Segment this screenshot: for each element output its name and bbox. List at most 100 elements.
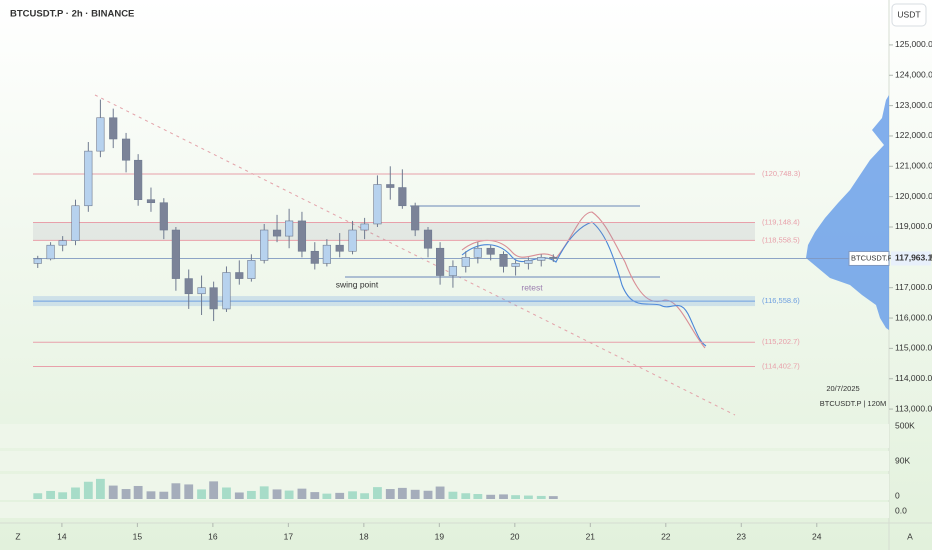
candle-body: [461, 257, 470, 267]
trendline: [94, 94, 736, 416]
pane-bg: [0, 502, 889, 518]
candle-body: [348, 229, 357, 252]
y-tick-label: 121,000.0: [895, 161, 932, 171]
candle-body: [222, 272, 231, 310]
x-tick-label: 15: [133, 531, 143, 541]
volume-bar: [322, 493, 332, 499]
price-tag: [848, 250, 890, 266]
candle-body: [235, 272, 244, 279]
candle-body: [423, 229, 433, 249]
currency-box[interactable]: [891, 3, 927, 27]
volume-bar: [222, 487, 231, 499]
candle-body: [511, 263, 520, 267]
volume-bar: [410, 489, 420, 499]
volume-bar: [511, 495, 520, 499]
x-tick-label: 24: [812, 531, 822, 541]
price-tag-value: 117,963.1: [895, 253, 932, 263]
level-label: (115,202.7): [762, 337, 800, 346]
candle-body: [285, 220, 294, 237]
volume-bar: [461, 493, 471, 499]
volume-bar: [385, 489, 395, 499]
pane-label: 0: [895, 490, 900, 500]
x-tick-label: 20: [510, 531, 520, 541]
pane-label: 90K: [895, 455, 910, 465]
volume-bar: [310, 492, 320, 499]
volume-profile: [806, 95, 889, 330]
level-label: (118,558.5): [762, 235, 800, 244]
volume-bar: [423, 490, 433, 499]
volume-bar: [197, 489, 206, 499]
candle-body: [46, 244, 55, 260]
y-tick-label: 122,000.0: [895, 130, 932, 140]
volume-bar: [246, 490, 256, 499]
candle-body: [297, 220, 307, 252]
x-tick-label: 23: [737, 531, 747, 541]
volume-bar: [524, 495, 533, 499]
candle-body: [159, 202, 168, 231]
candle-body: [499, 254, 508, 267]
candle-body: [473, 247, 482, 258]
projection-path: [461, 211, 706, 349]
y-tick-label: 124,000.0: [895, 70, 932, 80]
x-tick-label: 16: [208, 531, 218, 541]
volume-bar: [499, 494, 508, 499]
price-tag-name: BTCUSDT.P: [851, 253, 893, 262]
candle-body: [448, 266, 458, 276]
annotation: swing point: [336, 279, 379, 289]
volume-bar: [209, 481, 219, 499]
volume-bar: [83, 481, 93, 499]
level-label: (119,148.4): [762, 217, 800, 226]
axis-icon[interactable]: A: [907, 531, 913, 541]
y-tick-label: 114,000.0: [895, 373, 932, 383]
axis-icon[interactable]: Z: [15, 531, 20, 541]
candle-body: [549, 257, 558, 259]
volume-bar: [146, 491, 156, 499]
zone: [33, 222, 755, 241]
candle-body: [486, 247, 495, 255]
volume-bar: [33, 493, 43, 499]
annotation: BTCUSDT.P | 120M: [820, 399, 886, 408]
candle-body: [310, 250, 319, 264]
x-tick-label: 21: [586, 531, 596, 541]
y-tick-label: 120,000.0: [895, 191, 932, 201]
candle-body: [436, 247, 445, 276]
x-tick-label: 17: [284, 531, 294, 541]
candle-body: [184, 278, 193, 295]
volume-bar: [121, 489, 131, 499]
candle-body: [33, 258, 42, 264]
price-tag: [891, 251, 931, 266]
candle-body: [411, 205, 420, 231]
candle-body: [84, 150, 93, 207]
y-tick-label: 117,000.0: [895, 282, 932, 292]
candle-body: [146, 199, 156, 204]
volume-bar: [133, 485, 143, 499]
pane-bg: [0, 424, 889, 448]
candle-body: [58, 240, 67, 246]
y-tick-label: 115,000.0: [895, 343, 932, 353]
x-tick-label: 22: [661, 531, 671, 541]
volume-bar: [171, 483, 181, 499]
annotation: retest: [521, 282, 543, 292]
annotation: 20/7/2025: [826, 384, 859, 393]
level-label: (116,558.6): [762, 296, 800, 305]
candle-body: [537, 257, 546, 261]
volume-bar: [108, 485, 118, 499]
level-label: (120,748.3): [762, 169, 801, 178]
pane-label: 0.0: [895, 505, 907, 515]
candle-body: [134, 159, 143, 200]
volume-bar: [297, 488, 307, 499]
volume-bar: [448, 491, 458, 499]
candle-body: [171, 229, 180, 279]
pane-bg: [0, 451, 889, 471]
volume-bar: [435, 486, 445, 499]
candle-body: [386, 184, 395, 188]
volume-bar: [486, 494, 496, 499]
projection-path: [461, 221, 707, 347]
level-label: (114,402.7): [762, 361, 800, 370]
pane-label: 500K: [895, 420, 915, 430]
x-tick-label: 19: [435, 531, 445, 541]
x-tick-label: 14: [57, 531, 67, 541]
candle-body: [209, 287, 218, 310]
volume-bar: [58, 492, 68, 499]
